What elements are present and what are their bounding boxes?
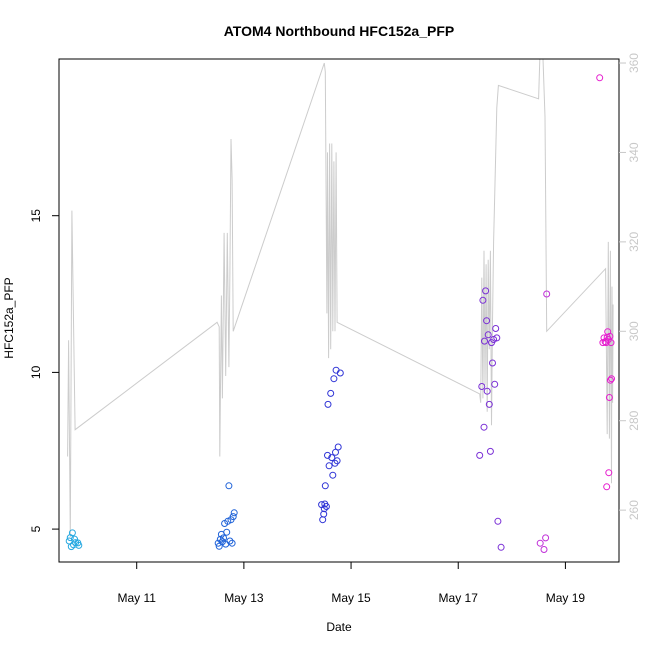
data-point: [322, 503, 330, 510]
y2-tick-label: 280: [627, 410, 641, 430]
data-point: [486, 447, 494, 455]
plot-frame: [58, 58, 620, 563]
data-point: [228, 539, 236, 547]
x-tick-label: May 15: [331, 591, 371, 605]
chart-title: ATOM4 Northbound HFC152a_PFP: [224, 23, 455, 39]
data-point: [489, 359, 496, 367]
data-point: [336, 369, 344, 377]
data-point: [321, 482, 329, 490]
data-point: [220, 534, 227, 542]
x-axis: May 11 May 13 May 15 May 17 May 19: [117, 562, 585, 605]
data-point: [478, 383, 486, 390]
data-point: [480, 423, 488, 431]
points-layer: [65, 74, 615, 553]
data-point: [67, 543, 75, 551]
y2-tick-label: 360: [627, 53, 641, 73]
data-point: [223, 528, 231, 536]
data-point: [543, 290, 551, 298]
line-series-layer: [67, 59, 614, 538]
y2-tick-label: 320: [627, 232, 641, 252]
data-point: [329, 471, 337, 479]
y-axis: 5 10 15: [29, 209, 59, 532]
data-point: [334, 443, 342, 451]
data-point: [333, 457, 341, 465]
data-point: [542, 534, 550, 542]
data-point: [606, 376, 614, 384]
data-point: [68, 529, 76, 537]
data-point: [485, 400, 493, 408]
data-point: [603, 483, 611, 491]
data-point: [330, 375, 338, 383]
y2-tick-label: 300: [627, 321, 641, 341]
data-point: [332, 448, 339, 456]
data-point: [483, 317, 491, 325]
data-point: [479, 296, 487, 304]
x-tick-label: May 13: [224, 591, 264, 605]
y2-axis: 260 280 300 320 340 360: [619, 53, 641, 520]
data-point: [324, 451, 331, 459]
data-point: [230, 509, 238, 517]
data-point: [608, 375, 615, 383]
data-point: [319, 516, 327, 524]
data-point: [75, 541, 83, 549]
x-axis-label: Date: [326, 620, 352, 634]
data-point: [229, 513, 237, 521]
data-point: [605, 469, 613, 477]
x-tick-label: May 11: [117, 591, 156, 605]
data-point: [226, 537, 234, 545]
data-point: [484, 331, 492, 339]
data-point: [596, 74, 604, 82]
x-tick-label: May 19: [546, 591, 586, 605]
data-point: [497, 543, 505, 551]
y2-tick-label: 260: [627, 500, 641, 520]
y-tick-label: 5: [29, 525, 43, 532]
data-point: [324, 400, 332, 408]
data-point: [483, 387, 491, 395]
secondary-line-series: [67, 59, 614, 538]
data-point: [494, 517, 502, 525]
data-point: [536, 539, 544, 547]
data-point: [215, 542, 223, 550]
y-tick-label: 15: [29, 209, 43, 223]
data-point: [492, 325, 500, 332]
data-point: [482, 287, 490, 295]
data-point: [493, 334, 501, 342]
data-point: [491, 380, 499, 388]
data-point: [325, 462, 333, 470]
data-point: [320, 510, 328, 518]
data-point: [476, 451, 484, 459]
data-point: [605, 394, 613, 401]
data-point: [225, 482, 233, 490]
data-point: [327, 389, 335, 397]
y-tick-label: 10: [29, 365, 43, 379]
data-point: [328, 454, 336, 462]
data-point: [540, 546, 548, 553]
data-point: [216, 535, 224, 543]
data-point: [214, 539, 222, 547]
data-point: [607, 339, 615, 347]
y-axis-label: HFC152a_PFP: [2, 277, 16, 358]
data-point: [320, 505, 328, 513]
data-point: [481, 337, 488, 345]
y2-tick-label: 340: [627, 142, 641, 162]
x-tick-label: May 17: [439, 591, 479, 605]
